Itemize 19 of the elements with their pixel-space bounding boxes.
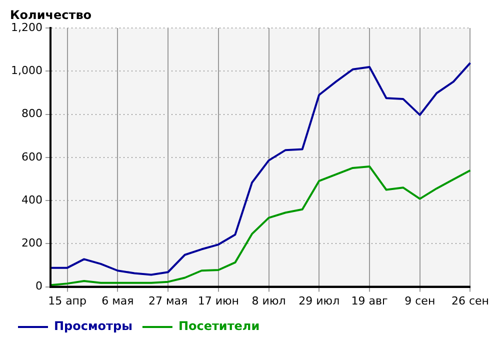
x-tick-label: 6 мая <box>102 294 134 308</box>
y-tick-label: 200 <box>21 236 42 250</box>
y-tick-label: 1,200 <box>10 20 42 34</box>
legend-label: Посетители <box>178 319 260 334</box>
y-tick-label: 600 <box>21 150 42 164</box>
legend-label: Просмотры <box>54 319 132 334</box>
x-tick-label: 8 июл <box>252 294 286 308</box>
x-tick-label: 26 сен <box>451 294 490 308</box>
x-tick-label: 17 июн <box>198 294 239 308</box>
x-tick-label: 29 июл <box>298 294 340 308</box>
y-tick-label: 800 <box>21 107 42 120</box>
x-tick-label: 27 мая <box>148 294 188 308</box>
y-tick-label: 400 <box>21 193 42 206</box>
x-tick-label: 9 сен <box>404 294 436 308</box>
y-axis-title: Количество <box>10 8 92 22</box>
x-tick-label: 15 апр <box>48 294 86 308</box>
y-tick-label: 1,000 <box>10 64 42 77</box>
x-tick-label: 19 авг <box>351 294 388 308</box>
y-tick-label: 0 <box>35 280 42 293</box>
